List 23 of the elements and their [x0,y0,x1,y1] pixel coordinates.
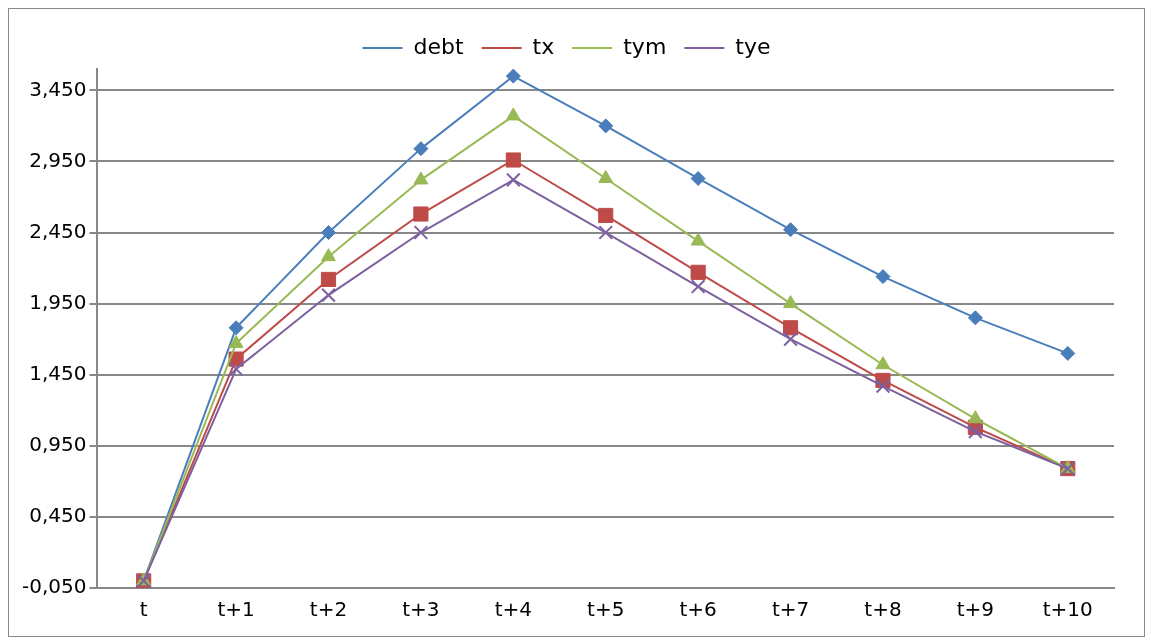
x-tick-label: t+10 [1042,597,1093,622]
y-tick-label: 2,450 [29,218,87,243]
x-tick-label: t [139,597,148,622]
y-tick-label: -0,050 [21,574,87,599]
x-tick-label: t+3 [402,597,440,622]
legend-label: tx [532,33,555,59]
y-tick-label: 2,950 [29,147,87,172]
x-tick-label: t+6 [679,597,717,622]
x-tick-label: t+1 [217,597,255,622]
y-tick-label: 1,950 [29,289,87,314]
x-tick-label: t+9 [956,597,995,622]
y-tick-label: 3,450 [29,76,87,101]
x-tick-label: t+8 [864,597,902,622]
x-tick-label: t+5 [587,597,625,622]
legend-label: tye [735,33,771,59]
x-tick-label: t+4 [494,597,532,622]
x-tick-label: t+2 [309,597,348,622]
x-tick-label: t+7 [771,597,810,622]
y-tick-label: 0,950 [29,432,87,457]
y-tick-label: 1,450 [29,360,87,385]
legend-label: tym [623,33,667,59]
legend-label: debt [413,33,464,59]
y-tick-label: 0,450 [29,503,87,528]
